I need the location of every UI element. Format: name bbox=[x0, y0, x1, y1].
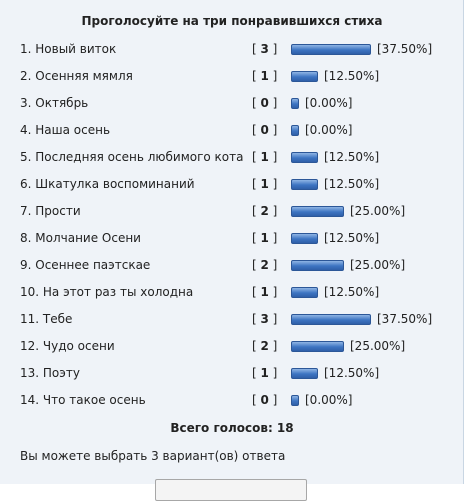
poll-option-label: 12. Чудо осени bbox=[20, 339, 115, 353]
poll-option-label: 8. Молчание Осени bbox=[20, 231, 141, 245]
vote-count: 0 bbox=[260, 393, 269, 407]
poll-option-percent: [0.00%] bbox=[305, 96, 353, 110]
result-bar bbox=[291, 71, 318, 82]
poll-option-label: 9. Осеннее паэтскае bbox=[20, 258, 151, 272]
poll-option-row: 11. Тебе [ 3 ] [37.50%] bbox=[0, 310, 464, 328]
poll-option-label: 5. Последняя осень любимого кота bbox=[20, 150, 244, 164]
vote-count: 1 bbox=[260, 285, 269, 299]
poll-option-percent: [12.50%] bbox=[324, 69, 380, 83]
poll-option-label: 1. Новый виток bbox=[20, 42, 117, 56]
poll-option-label: 4. Наша осень bbox=[20, 123, 111, 137]
poll-option-row: 2. Осенняя мямля [ 1 ] [12.50%] bbox=[0, 67, 464, 85]
poll-title: Проголосуйте на три понравившихся стиха bbox=[81, 14, 383, 28]
poll-option-label: 13. Поэту bbox=[20, 366, 80, 380]
result-bar bbox=[291, 368, 318, 379]
poll-option-percent: [25.00%] bbox=[350, 204, 406, 218]
poll-option-count: [ 0 ] bbox=[252, 123, 278, 137]
vote-count: 0 bbox=[260, 123, 269, 137]
vote-count: 3 bbox=[260, 312, 269, 326]
poll-option-percent: [0.00%] bbox=[305, 123, 353, 137]
poll-option-percent: [37.50%] bbox=[377, 312, 433, 326]
poll-option-percent: [12.50%] bbox=[324, 366, 380, 380]
poll-option-label: 6. Шкатулка воспоминаний bbox=[20, 177, 195, 191]
poll-option-row: 13. Поэту [ 1 ] [12.50%] bbox=[0, 364, 464, 382]
poll-option-count: [ 0 ] bbox=[252, 393, 278, 407]
poll-option-label: 3. Октябрь bbox=[20, 96, 89, 110]
poll-option-count: [ 0 ] bbox=[252, 96, 278, 110]
poll-option-count: [ 1 ] bbox=[252, 366, 278, 380]
vote-count: 1 bbox=[260, 150, 269, 164]
result-bar bbox=[291, 152, 318, 163]
poll-option-count: [ 1 ] bbox=[252, 177, 278, 191]
poll-option-label: 11. Тебе bbox=[20, 312, 73, 326]
poll-option-percent: [12.50%] bbox=[324, 150, 380, 164]
result-bar bbox=[291, 341, 344, 352]
result-bar bbox=[291, 179, 318, 190]
vote-button[interactable] bbox=[155, 479, 307, 501]
poll-option-count: [ 2 ] bbox=[252, 204, 278, 218]
poll-option-label: 10. На этот раз ты холодна bbox=[20, 285, 194, 299]
vote-count: 1 bbox=[260, 69, 269, 83]
result-bar bbox=[291, 287, 318, 298]
vote-count: 2 bbox=[260, 258, 269, 272]
poll-option-count: [ 1 ] bbox=[252, 69, 278, 83]
vote-count: 1 bbox=[260, 366, 269, 380]
poll-option-row: 14. Что такое осень [ 0 ] [0.00%] bbox=[0, 391, 464, 409]
poll-option-row: 10. На этот раз ты холодна [ 1 ] [12.50%] bbox=[0, 283, 464, 301]
result-bar bbox=[291, 395, 299, 406]
poll-option-count: [ 2 ] bbox=[252, 339, 278, 353]
poll-option-row: 3. Октябрь [ 0 ] [0.00%] bbox=[0, 94, 464, 112]
result-bar bbox=[291, 233, 318, 244]
vote-count: 3 bbox=[260, 42, 269, 56]
poll-option-percent: [0.00%] bbox=[305, 393, 353, 407]
poll-option-count: [ 3 ] bbox=[252, 312, 278, 326]
poll-option-row: 1. Новый виток [ 3 ] [37.50%] bbox=[0, 40, 464, 58]
poll-option-row: 9. Осеннее паэтскае [ 2 ] [25.00%] bbox=[0, 256, 464, 274]
poll-option-row: 12. Чудо осени [ 2 ] [25.00%] bbox=[0, 337, 464, 355]
total-votes: Всего голосов: 18 bbox=[170, 421, 294, 435]
poll-option-count: [ 1 ] bbox=[252, 285, 278, 299]
choice-limit-note: Вы можете выбрать 3 вариант(ов) ответа bbox=[20, 449, 286, 463]
poll-option-percent: [12.50%] bbox=[324, 285, 380, 299]
poll-option-label: 7. Прости bbox=[20, 204, 81, 218]
poll-option-row: 4. Наша осень [ 0 ] [0.00%] bbox=[0, 121, 464, 139]
poll-option-row: 6. Шкатулка воспоминаний [ 1 ] [12.50%] bbox=[0, 175, 464, 193]
result-bar bbox=[291, 260, 344, 271]
result-bar bbox=[291, 98, 299, 109]
vote-count: 1 bbox=[260, 177, 269, 191]
result-bar bbox=[291, 125, 299, 136]
poll-option-row: 7. Прости [ 2 ] [25.00%] bbox=[0, 202, 464, 220]
poll-option-percent: [25.00%] bbox=[350, 339, 406, 353]
result-bar bbox=[291, 44, 371, 55]
result-bar bbox=[291, 206, 344, 217]
vote-count: 1 bbox=[260, 231, 269, 245]
result-bar bbox=[291, 314, 371, 325]
poll-option-percent: [12.50%] bbox=[324, 231, 380, 245]
poll-option-label: 2. Осенняя мямля bbox=[20, 69, 133, 83]
poll-option-count: [ 1 ] bbox=[252, 150, 278, 164]
poll-option-row: 5. Последняя осень любимого кота [ 1 ] [12… bbox=[0, 148, 464, 166]
vote-count: 2 bbox=[260, 204, 269, 218]
poll-option-count: [ 3 ] bbox=[252, 42, 278, 56]
poll-option-percent: [37.50%] bbox=[377, 42, 433, 56]
poll-option-row: 8. Молчание Осени [ 1 ] [12.50%] bbox=[0, 229, 464, 247]
poll-option-percent: [12.50%] bbox=[324, 177, 380, 191]
poll-option-label: 14. Что такое осень bbox=[20, 393, 146, 407]
poll-option-percent: [25.00%] bbox=[350, 258, 406, 272]
poll-option-count: [ 1 ] bbox=[252, 231, 278, 245]
poll-option-count: [ 2 ] bbox=[252, 258, 278, 272]
vote-count: 0 bbox=[260, 96, 269, 110]
vote-count: 2 bbox=[260, 339, 269, 353]
